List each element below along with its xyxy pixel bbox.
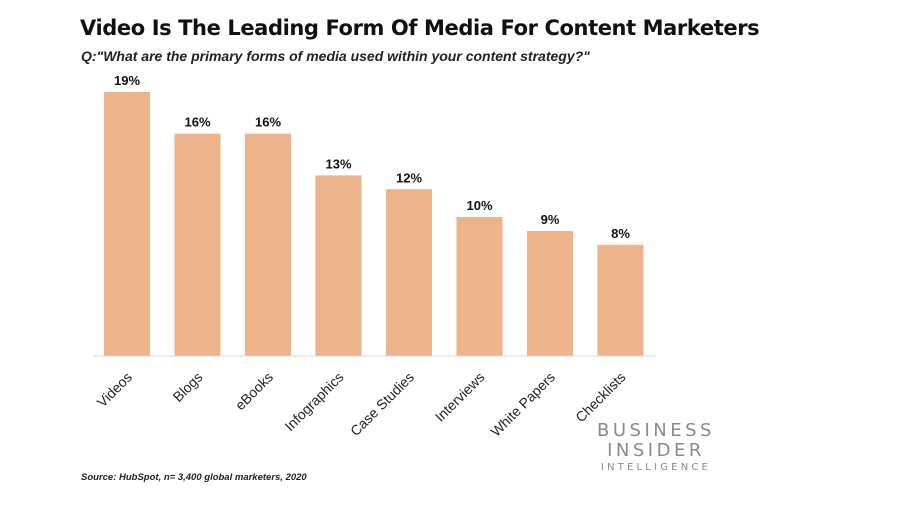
logo-line-insider: INSIDER (607, 440, 705, 461)
bars-group (104, 92, 644, 356)
logo-line-business: BUSINESS (597, 420, 715, 441)
value-label-blogs: 16% (184, 115, 210, 130)
business-insider-intelligence-logo: BUSINESS INSIDER INTELLIGENCE (597, 422, 715, 473)
value-label-videos: 19% (114, 73, 140, 88)
x-tick-label-case-studies: Case Studies (347, 369, 417, 439)
x-tick-label-white-papers: White Papers (487, 369, 558, 440)
bar-ebooks (245, 133, 291, 356)
value-label-infographics: 13% (325, 156, 351, 171)
value-label-case-studies: 12% (396, 170, 422, 185)
value-labels-group: 19% 16% 16% 13% 12% 10% 9% 8% (114, 73, 630, 241)
value-label-white-papers: 9% (541, 212, 560, 227)
bar-checklists (597, 244, 644, 356)
x-tick-label-interviews: Interviews (432, 369, 488, 425)
chart-subtitle: Q:"What are the primary forms of media u… (81, 48, 590, 64)
x-tick-label-checklists: Checklists (572, 369, 628, 425)
bar-videos (104, 92, 150, 356)
chart-title: Video Is The Leading Form Of Media For C… (80, 16, 760, 40)
value-label-interviews: 10% (466, 198, 492, 213)
x-tick-labels-group: Videos Blogs eBooks Infographics Case Studie… (94, 369, 629, 440)
x-tick-label-videos: Videos (94, 369, 135, 410)
x-tick-label-blogs: Blogs (170, 369, 206, 405)
value-label-ebooks: 16% (255, 115, 281, 130)
value-label-checklists: 8% (611, 226, 630, 241)
logo-line-intelligence: INTELLIGENCE (600, 462, 712, 473)
source-note: Source: HubSpot, n= 3,400 global markete… (81, 472, 307, 483)
bar-infographics (315, 175, 362, 356)
x-tick-label-infographics: Infographics (281, 369, 346, 434)
bar-blogs (174, 133, 221, 356)
bar-interviews (456, 217, 503, 356)
bar-case-studies (386, 189, 432, 356)
x-tick-label-ebooks: eBooks (232, 369, 276, 413)
bar-white-papers (527, 230, 573, 356)
